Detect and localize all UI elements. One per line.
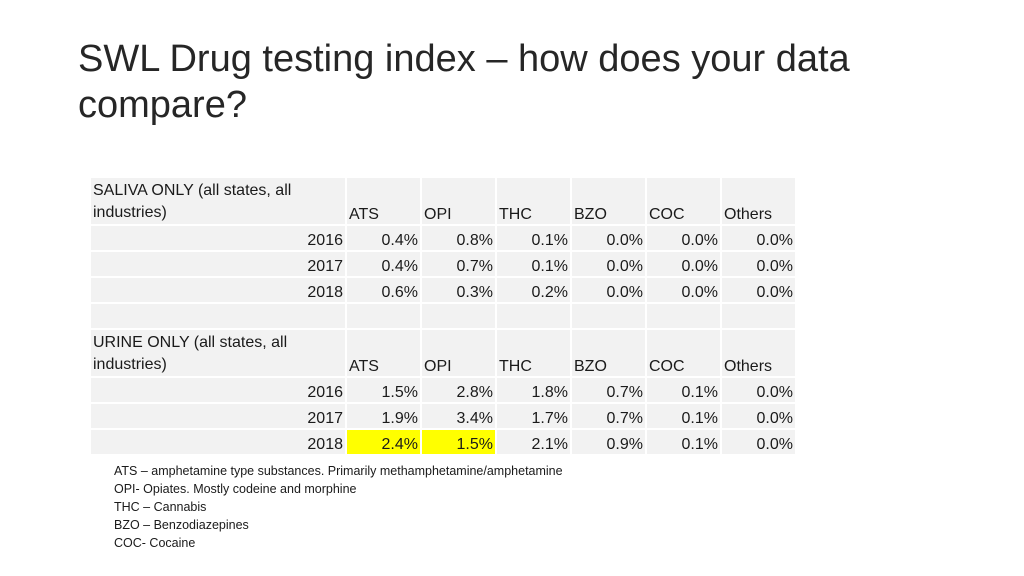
year-cell: 2017 <box>91 404 345 428</box>
table-row: 2017 1.9% 3.4% 1.7% 0.7% 0.1% 0.0% <box>91 404 795 428</box>
empty-cell <box>572 304 645 328</box>
value-cell: 1.8% <box>497 378 570 402</box>
value-cell: 2.8% <box>422 378 495 402</box>
column-header: Others <box>722 178 795 224</box>
value-cell: 2.1% <box>497 430 570 454</box>
highlighted-value-cell: 2.4% <box>347 430 420 454</box>
year-cell: 2018 <box>91 430 345 454</box>
column-header: BZO <box>572 330 645 376</box>
column-header: COC <box>647 330 720 376</box>
year-cell: 2016 <box>91 226 345 250</box>
value-cell: 0.9% <box>572 430 645 454</box>
table-row: 2017 0.4% 0.7% 0.1% 0.0% 0.0% 0.0% <box>91 252 795 276</box>
value-cell: 0.1% <box>647 430 720 454</box>
spacer-row <box>91 304 795 328</box>
value-cell: 0.0% <box>647 252 720 276</box>
column-header: THC <box>497 178 570 224</box>
value-cell: 1.7% <box>497 404 570 428</box>
value-cell: 0.4% <box>347 252 420 276</box>
column-header: ATS <box>347 178 420 224</box>
note-line: OPI- Opiates. Mostly codeine and morphin… <box>114 482 357 496</box>
value-cell: 0.0% <box>572 226 645 250</box>
saliva-header-row: SALIVA ONLY (all states, all industries)… <box>91 178 795 224</box>
value-cell: 0.1% <box>647 378 720 402</box>
table-row: 2018 2.4% 1.5% 2.1% 0.9% 0.1% 0.0% <box>91 430 795 454</box>
urine-header-row: URINE ONLY (all states, all industries) … <box>91 330 795 376</box>
column-header: THC <box>497 330 570 376</box>
empty-cell <box>497 304 570 328</box>
table-row: 2016 1.5% 2.8% 1.8% 0.7% 0.1% 0.0% <box>91 378 795 402</box>
highlighted-value-cell: 1.5% <box>422 430 495 454</box>
column-header: ATS <box>347 330 420 376</box>
value-cell: 0.0% <box>722 252 795 276</box>
value-cell: 0.0% <box>722 278 795 302</box>
value-cell: 0.0% <box>722 430 795 454</box>
column-header: COC <box>647 178 720 224</box>
value-cell: 0.6% <box>347 278 420 302</box>
column-header: OPI <box>422 330 495 376</box>
table-row: 2016 0.4% 0.8% 0.1% 0.0% 0.0% 0.0% <box>91 226 795 250</box>
value-cell: 0.0% <box>647 226 720 250</box>
note-line: THC – Cannabis <box>114 500 207 514</box>
empty-cell <box>722 304 795 328</box>
value-cell: 0.0% <box>722 226 795 250</box>
value-cell: 0.7% <box>572 404 645 428</box>
note-line: BZO – Benzodiazepines <box>114 518 249 532</box>
empty-cell <box>422 304 495 328</box>
drug-index-table: SALIVA ONLY (all states, all industries)… <box>89 176 797 456</box>
value-cell: 0.7% <box>572 378 645 402</box>
note-line: COC- Cocaine <box>114 536 196 550</box>
table-row: 2018 0.6% 0.3% 0.2% 0.0% 0.0% 0.0% <box>91 278 795 302</box>
value-cell: 0.7% <box>422 252 495 276</box>
abbreviation-notes: ATS – amphetamine type substances. Prima… <box>114 462 563 552</box>
saliva-section-heading: SALIVA ONLY (all states, all industries) <box>91 178 345 224</box>
year-cell: 2018 <box>91 278 345 302</box>
empty-cell <box>91 304 345 328</box>
year-cell: 2017 <box>91 252 345 276</box>
value-cell: 0.1% <box>497 252 570 276</box>
column-header: BZO <box>572 178 645 224</box>
value-cell: 3.4% <box>422 404 495 428</box>
column-header: Others <box>722 330 795 376</box>
value-cell: 0.0% <box>722 378 795 402</box>
value-cell: 0.0% <box>572 278 645 302</box>
value-cell: 0.1% <box>497 226 570 250</box>
empty-cell <box>347 304 420 328</box>
slide-title: SWL Drug testing index – how does your d… <box>78 38 850 126</box>
value-cell: 0.2% <box>497 278 570 302</box>
value-cell: 0.0% <box>572 252 645 276</box>
value-cell: 1.9% <box>347 404 420 428</box>
value-cell: 0.0% <box>647 278 720 302</box>
value-cell: 0.8% <box>422 226 495 250</box>
note-line: ATS – amphetamine type substances. Prima… <box>114 464 563 478</box>
value-cell: 1.5% <box>347 378 420 402</box>
empty-cell <box>647 304 720 328</box>
value-cell: 0.4% <box>347 226 420 250</box>
urine-section-heading: URINE ONLY (all states, all industries) <box>91 330 345 376</box>
value-cell: 0.1% <box>647 404 720 428</box>
column-header: OPI <box>422 178 495 224</box>
year-cell: 2016 <box>91 378 345 402</box>
value-cell: 0.0% <box>722 404 795 428</box>
value-cell: 0.3% <box>422 278 495 302</box>
